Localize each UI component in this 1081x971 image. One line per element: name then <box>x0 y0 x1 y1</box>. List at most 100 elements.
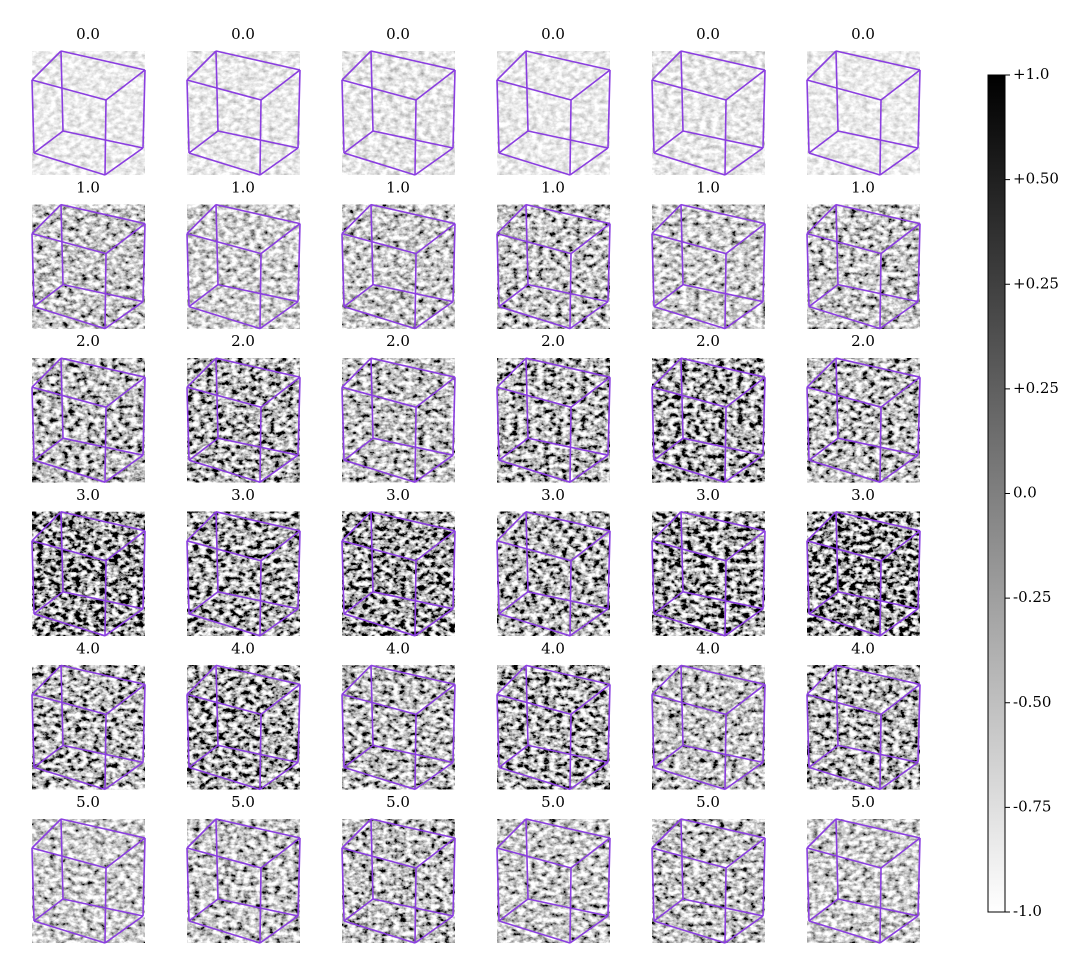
cube-edge <box>879 407 882 483</box>
cube-edge <box>835 204 839 285</box>
cube-edge <box>496 540 572 562</box>
cube-edge <box>724 915 764 944</box>
cube-edge <box>188 744 219 769</box>
cube-volume <box>187 204 300 329</box>
cube-edge <box>835 357 921 378</box>
cube-edge <box>104 147 144 176</box>
cube-edge <box>808 898 839 922</box>
panel-title: 5.0 <box>231 793 255 811</box>
cube-edge <box>372 283 454 303</box>
cube-edge <box>105 530 146 562</box>
cube-edge <box>31 50 62 81</box>
cube-edge <box>188 459 261 483</box>
cube-edge <box>496 847 500 922</box>
cube-edge <box>569 454 609 483</box>
cube-edge <box>341 357 372 388</box>
panel-title: 5.0 <box>76 793 100 811</box>
colorbar-tick-label: +0.50 <box>1013 170 1059 188</box>
panel-title: 3.0 <box>541 486 565 504</box>
panel-title: 2.0 <box>386 332 410 350</box>
cube-edge <box>724 454 764 483</box>
cube-edge <box>104 300 144 330</box>
cube-edge <box>31 386 107 408</box>
cube-edge <box>653 920 726 944</box>
cube-edge <box>680 357 766 378</box>
cube-edge <box>341 693 417 716</box>
cube-edge <box>260 69 301 101</box>
cube-edge <box>917 69 921 149</box>
cube-edge <box>215 818 219 900</box>
cube <box>496 203 611 330</box>
cube-edge <box>259 608 299 637</box>
panel-title: 2.0 <box>541 332 565 350</box>
cube <box>341 511 456 637</box>
cube <box>651 50 766 176</box>
cube-edge <box>806 511 837 542</box>
cube-edge <box>215 511 301 532</box>
cube-edge <box>653 152 726 176</box>
cube-edge <box>341 540 417 562</box>
cube-edge <box>837 744 919 764</box>
cube-edge <box>370 665 374 746</box>
cube-edge <box>880 837 921 869</box>
cube-edge <box>653 437 684 461</box>
panel-title: 0.0 <box>541 25 565 43</box>
cube-volume <box>187 511 300 636</box>
cube-edge <box>188 283 219 308</box>
cube-edge <box>415 222 456 255</box>
cube-edge <box>808 744 839 769</box>
cube-edge <box>680 818 766 839</box>
cube-edge <box>496 79 572 101</box>
cube-edge <box>142 69 146 149</box>
cube <box>806 50 921 176</box>
cube-volume <box>187 358 300 483</box>
panel-title: 5.0 <box>696 793 720 811</box>
cube-volume <box>497 51 610 175</box>
cube-edge <box>607 223 611 302</box>
cube-edge <box>879 761 919 791</box>
cube-edge <box>62 283 144 303</box>
cube-edge <box>186 540 190 614</box>
cube-edge <box>808 920 881 944</box>
cube-edge <box>372 744 454 764</box>
cube-edge <box>525 665 529 746</box>
cube-edge <box>682 437 764 456</box>
cube-edge <box>415 376 456 408</box>
cube-edge <box>808 130 839 154</box>
cube-edge <box>806 693 882 716</box>
cube-edge <box>372 130 454 149</box>
cube-edge <box>62 898 144 917</box>
panel-title: 5.0 <box>851 793 875 811</box>
cube-edge <box>724 253 727 329</box>
colorbar-tick-label: -0.25 <box>1013 588 1051 606</box>
cube <box>341 357 456 483</box>
cube-edge <box>653 305 726 330</box>
cube-edge <box>651 818 682 849</box>
cube-edge <box>525 358 529 439</box>
cube-edge <box>651 357 682 388</box>
cube-edge <box>725 69 766 101</box>
cube-edge <box>569 407 572 483</box>
cube-edge <box>370 818 374 900</box>
cube-edge <box>607 530 611 609</box>
cube-edge <box>835 203 921 225</box>
colorbar-tick-label: +1.0 <box>1013 65 1049 83</box>
cube-edge <box>569 915 609 944</box>
cube-edge <box>33 437 64 461</box>
cube-edge <box>370 818 456 839</box>
cube <box>341 818 456 944</box>
cube-edge <box>259 300 299 330</box>
panel-title: 0.0 <box>76 25 100 43</box>
cube <box>341 203 456 330</box>
cube-edge <box>215 358 219 439</box>
cube-edge <box>680 664 766 686</box>
cube-edge <box>259 147 299 176</box>
cube-edge <box>806 204 837 235</box>
cube-edge <box>415 530 456 562</box>
cube-edge <box>527 591 609 610</box>
cube-edge <box>496 511 527 542</box>
cube-edge <box>414 714 417 790</box>
panel-title: 4.0 <box>696 639 720 657</box>
cube-edge <box>215 50 219 132</box>
cube-edge <box>496 233 500 307</box>
